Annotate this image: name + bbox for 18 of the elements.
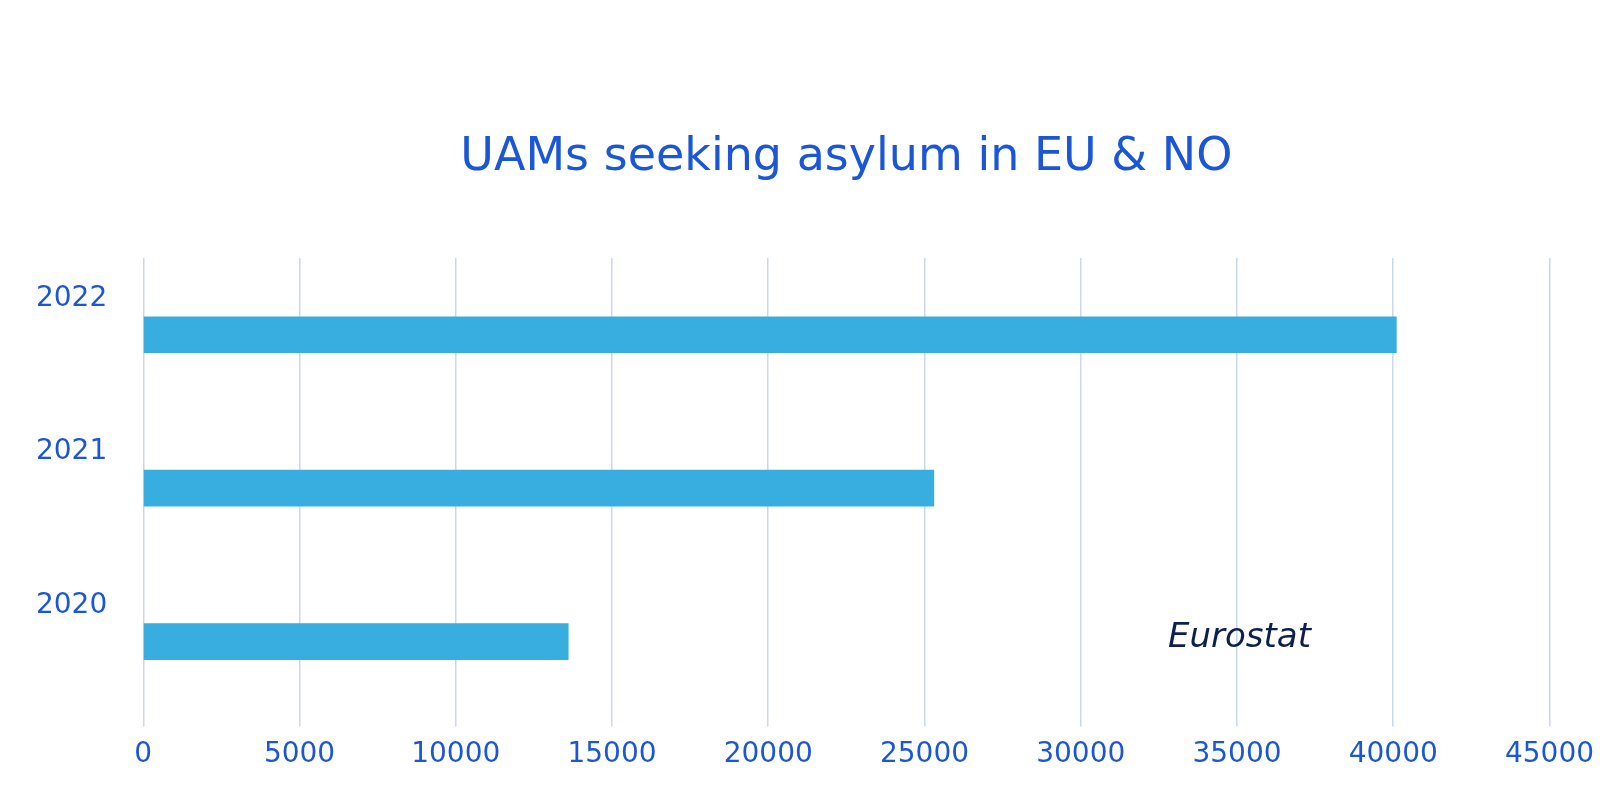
x-tick-label: 15000 — [567, 736, 657, 770]
x-tick-label: 5000 — [263, 736, 336, 770]
chart-title: UAMs seeking asylum in EU & NO — [460, 126, 1233, 181]
annotation: Eurostat — [1167, 615, 1313, 656]
bar — [143, 623, 569, 660]
x-tick-label: 10000 — [411, 736, 501, 770]
x-tick-label: 0 — [134, 736, 153, 770]
x-tick-label: 25000 — [879, 736, 970, 770]
x-tick-label: 30000 — [1036, 736, 1126, 770]
bar — [143, 316, 1397, 354]
y-tick-label: 2020 — [35, 586, 108, 620]
x-tick-label: 40000 — [1348, 736, 1438, 770]
y-tick-label: 2021 — [35, 433, 108, 467]
y-tick-label: 2022 — [35, 280, 108, 314]
x-tick-label: 45000 — [1504, 736, 1594, 770]
x-tick-label: 35000 — [1192, 736, 1282, 770]
bar — [143, 469, 935, 507]
x-tick-label: 20000 — [723, 736, 813, 770]
